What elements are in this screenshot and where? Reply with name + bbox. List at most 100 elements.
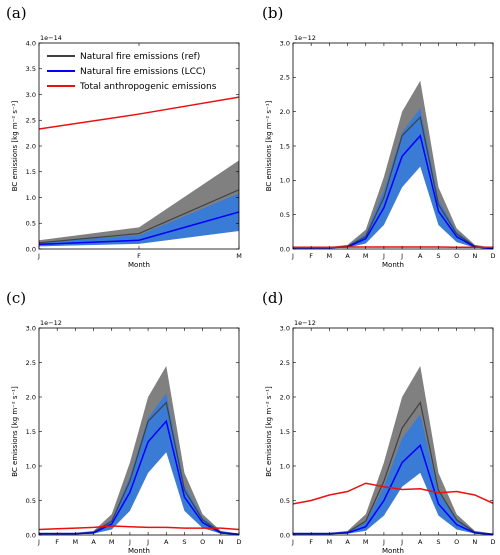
- x-tick-label: A: [91, 538, 96, 546]
- x-tick-label: D: [490, 538, 495, 546]
- panel-label: (b): [262, 4, 283, 22]
- x-tick-label: J: [382, 252, 385, 260]
- x-tick-label: F: [309, 252, 313, 260]
- chart-panel-2: (c) 1e−12 0.0 0.5 1.0 1.5 2.0 2.5 3.0 J F M A M J J A S O N…: [6, 289, 242, 555]
- x-tick-label: M: [73, 538, 79, 546]
- x-tick-label: S: [436, 538, 440, 546]
- plot-area: [39, 96, 239, 247]
- legend-entry-label: Natural fire emissions (LCC): [80, 67, 206, 77]
- x-axis-label: Month: [128, 547, 150, 555]
- y-tick-label: 0.5: [26, 497, 36, 505]
- legend-entry-label: Natural fire emissions (ref): [80, 52, 200, 62]
- plot-area: [39, 365, 239, 535]
- x-tick-label: J: [146, 538, 149, 546]
- series-line-1: [39, 419, 239, 535]
- x-tick-label: J: [37, 252, 40, 260]
- y-tick-label: 0.0: [280, 245, 290, 253]
- x-tick-label: M: [236, 252, 242, 260]
- panel-label: (c): [6, 289, 26, 307]
- chart-panel-0: (a) 1e−14 0.0 0.5 1.0 1.5 2.0 2.5 3.0 3.5 4.0 J F M Mo…: [6, 4, 242, 269]
- y-tick-label: 1.5: [280, 428, 290, 436]
- x-tick-label: M: [363, 538, 369, 546]
- x-tick-label: J: [291, 252, 294, 260]
- y-tick-label: 1.5: [26, 428, 36, 436]
- x-tick-label: N: [218, 538, 223, 546]
- y-tick-label: 2.0: [26, 142, 36, 150]
- y-tick-label: 4.0: [26, 39, 36, 47]
- uncertainty-band-1: [293, 414, 493, 535]
- x-axis-label: Month: [128, 261, 150, 269]
- y-tick-label: 2.0: [280, 108, 290, 116]
- y-tick-label: 0.0: [26, 245, 36, 253]
- x-tick-label: A: [345, 538, 350, 546]
- legend: Natural fire emissions (ref) Natural fire…: [47, 52, 217, 92]
- series-line-2: [293, 482, 493, 505]
- chart-panel-3: (d) 1e−12 0.0 0.5 1.0 1.5 2.0 2.5 3.0 J F M A M J J A S O N…: [262, 289, 496, 555]
- y-tick-label: 0.5: [280, 211, 290, 219]
- x-tick-label: N: [472, 538, 477, 546]
- axis-multiplier: 1e−12: [294, 34, 316, 42]
- x-tick-label: J: [382, 538, 385, 546]
- x-tick-label: M: [109, 538, 115, 546]
- x-tick-label: D: [490, 252, 495, 260]
- y-tick-label: 1.0: [26, 194, 36, 202]
- axis-multiplier: 1e−12: [40, 319, 62, 327]
- x-tick-label: N: [472, 252, 477, 260]
- x-tick-label: D: [236, 538, 241, 546]
- panel-label: (a): [6, 4, 27, 22]
- series-line-0: [39, 189, 239, 244]
- plot-area: [293, 80, 493, 249]
- y-tick-label: 0.5: [280, 497, 290, 505]
- y-tick-label: 3.0: [26, 91, 36, 99]
- y-tick-label: 1.0: [280, 177, 290, 185]
- x-tick-label: O: [454, 252, 459, 260]
- y-axis-label: BC emissions [kg m⁻² s⁻¹]: [11, 386, 19, 477]
- x-tick-label: J: [400, 252, 403, 260]
- y-tick-label: 3.5: [26, 65, 36, 73]
- y-tick-label: 1.0: [280, 462, 290, 470]
- x-tick-label: F: [137, 252, 141, 260]
- chart-panel-1: (b) 1e−12 0.0 0.5 1.0 1.5 2.0 2.5 3.0 J F M A M J J A S O N…: [262, 4, 496, 269]
- series-line-1: [39, 211, 239, 246]
- y-tick-label: 0.0: [280, 531, 290, 539]
- panel-label: (d): [262, 289, 283, 307]
- uncertainty-band-0: [293, 365, 493, 535]
- y-tick-label: 2.5: [280, 74, 290, 82]
- y-tick-label: 2.5: [26, 359, 36, 367]
- x-tick-label: S: [182, 538, 186, 546]
- x-tick-label: J: [128, 538, 131, 546]
- y-tick-label: 1.5: [26, 168, 36, 176]
- y-tick-label: 0.5: [26, 220, 36, 228]
- y-tick-label: 1.0: [26, 462, 36, 470]
- y-axis-label: BC emissions [kg m⁻² s⁻¹]: [265, 386, 273, 477]
- y-tick-label: 2.5: [26, 117, 36, 125]
- x-tick-label: J: [37, 538, 40, 546]
- y-tick-label: 3.0: [26, 324, 36, 332]
- x-tick-label: S: [436, 252, 440, 260]
- x-tick-label: F: [55, 538, 59, 546]
- uncertainty-band-1: [293, 108, 493, 249]
- y-tick-label: 1.5: [280, 142, 290, 150]
- y-tick-label: 2.5: [280, 359, 290, 367]
- y-tick-label: 3.0: [280, 39, 290, 47]
- y-axis-label: BC emissions [kg m⁻² s⁻¹]: [265, 100, 273, 191]
- x-tick-label: M: [327, 538, 333, 546]
- x-tick-label: O: [454, 538, 459, 546]
- x-tick-label: A: [418, 252, 423, 260]
- x-tick-label: A: [164, 538, 169, 546]
- plot-area: [293, 365, 493, 535]
- x-axis-label: Month: [382, 547, 404, 555]
- x-tick-label: M: [327, 252, 333, 260]
- series-line-2: [39, 96, 239, 130]
- x-tick-label: O: [200, 538, 205, 546]
- uncertainty-band-1: [39, 393, 239, 535]
- axis-multiplier: 1e−12: [294, 319, 316, 327]
- y-tick-label: 2.0: [26, 393, 36, 401]
- legend-entry-label: Total anthropogenic emissions: [79, 82, 217, 92]
- y-tick-label: 3.0: [280, 324, 290, 332]
- x-tick-label: M: [363, 252, 369, 260]
- series-line-2: [39, 525, 239, 531]
- y-tick-label: 0.0: [26, 531, 36, 539]
- y-tick-label: 2.0: [280, 393, 290, 401]
